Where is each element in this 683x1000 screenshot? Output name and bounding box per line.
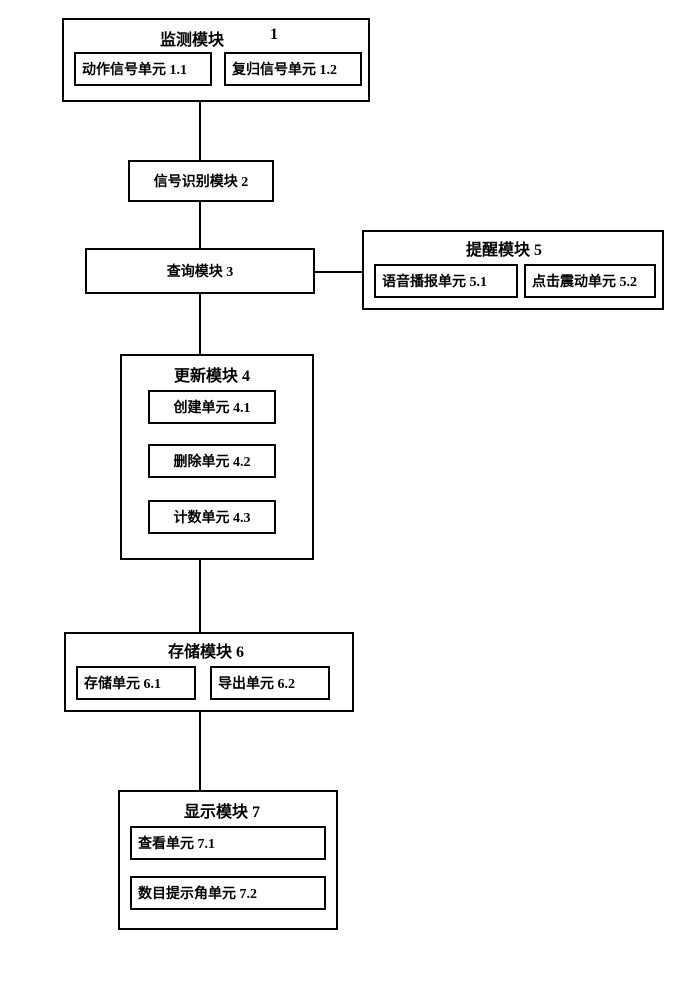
node-storage-title: 存储模块 6 xyxy=(168,638,244,662)
node-monitor-number: 1 xyxy=(270,26,278,44)
sub-create-unit: 创建单元 4.1 xyxy=(148,390,276,424)
flowchart-canvas: 监测模块 1 动作信号单元 1.1 复归信号单元 1.2 信号识别模块 2 查询… xyxy=(0,0,683,1000)
sub-click-vibrate-unit: 点击震动单元 5.2 xyxy=(524,264,656,298)
sub-voice-broadcast-unit: 语音播报单元 5.1 xyxy=(374,264,518,298)
node-update-title: 更新模块 4 xyxy=(174,362,250,386)
sub-reset-signal-unit: 复归信号单元 1.2 xyxy=(224,52,362,86)
sub-count-badge-unit: 数目提示角单元 7.2 xyxy=(130,876,326,910)
node-signal-recognition-module: 信号识别模块 2 xyxy=(128,160,274,202)
sub-export-unit: 导出单元 6.2 xyxy=(210,666,330,700)
sub-count-unit: 计数单元 4.3 xyxy=(148,500,276,534)
node-display-title: 显示模块 7 xyxy=(184,798,260,822)
connector-layer xyxy=(0,0,683,1000)
node-remind-title: 提醒模块 5 xyxy=(466,236,542,260)
sub-view-unit: 查看单元 7.1 xyxy=(130,826,326,860)
sub-storage-unit: 存储单元 6.1 xyxy=(76,666,196,700)
sub-delete-unit: 删除单元 4.2 xyxy=(148,444,276,478)
sub-action-signal-unit: 动作信号单元 1.1 xyxy=(74,52,212,86)
node-monitor-title: 监测模块 xyxy=(160,26,224,50)
node-query-module: 查询模块 3 xyxy=(85,248,315,294)
